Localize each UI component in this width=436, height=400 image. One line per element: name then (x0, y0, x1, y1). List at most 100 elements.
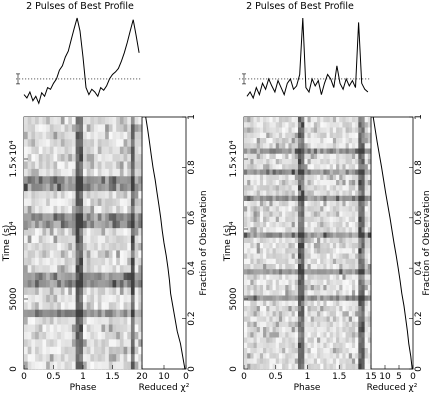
greyscale-cell (83, 309, 87, 318)
greyscale-cell (364, 269, 369, 275)
greyscale-cell (329, 185, 334, 191)
greyscale-cell (42, 124, 47, 133)
greyscale-cell (358, 153, 362, 160)
greyscale-cell (130, 317, 135, 325)
greyscale-cell (97, 354, 102, 362)
greyscale-cell (355, 248, 359, 254)
greyscale-cell (291, 285, 296, 291)
greyscale-cell (259, 195, 264, 202)
greyscale-cell (329, 358, 334, 365)
greyscale-cell (116, 346, 121, 355)
greyscale-cell (364, 295, 369, 302)
greyscale-cell (297, 174, 302, 181)
greyscale-cell (247, 248, 251, 254)
greyscale-cell (60, 265, 65, 273)
greyscale-cell (275, 195, 280, 202)
greyscale-cell (339, 127, 343, 134)
greyscale-cell (361, 216, 365, 223)
greyscale-cell (317, 358, 321, 365)
greyscale-cell (288, 269, 292, 275)
greyscale-cell (83, 213, 87, 222)
greyscale-cell (285, 258, 289, 265)
greyscale-cell (332, 174, 337, 181)
greyscale-cell (332, 216, 337, 223)
greyscale-cell (291, 185, 296, 191)
greyscale-cell (326, 148, 331, 155)
greyscale-cell (119, 124, 124, 133)
greyscale-cell (112, 198, 117, 207)
greyscale-cell (313, 138, 318, 144)
greyscale-cell (31, 198, 36, 207)
greyscale-cell (313, 159, 318, 165)
greyscale-cell (94, 280, 99, 288)
greyscale-cell (253, 227, 257, 233)
greyscale-cell (355, 258, 359, 265)
greyscale-cell (46, 235, 51, 244)
greyscale-cell (266, 285, 270, 291)
greyscale-cell (244, 180, 248, 186)
greyscale-cell (294, 127, 299, 134)
greyscale-cell (282, 300, 286, 307)
greyscale-cell (247, 358, 251, 365)
greyscale-cell (297, 190, 302, 197)
greyscale-cell (329, 353, 334, 359)
greyscale-cell (244, 321, 248, 328)
greyscale-cell (329, 332, 334, 338)
greyscale-cell (329, 253, 334, 260)
greyscale-cell (247, 164, 251, 170)
greyscale-cell (275, 153, 280, 160)
greyscale-cell (361, 300, 365, 307)
greyscale-cell (332, 201, 337, 207)
greyscale-cell (326, 258, 331, 265)
greyscale-cell (358, 279, 362, 286)
greyscale-cell (294, 143, 299, 149)
greyscale-cell (134, 235, 139, 244)
greyscale-cell (134, 280, 139, 288)
greyscale-cell (320, 211, 324, 218)
greyscale-cell (304, 237, 308, 244)
greyscale-cell (247, 190, 251, 197)
greyscale-cell (259, 180, 264, 186)
greyscale-cell (307, 138, 311, 144)
greyscale-cell (247, 232, 251, 239)
greyscale-cell (361, 138, 365, 144)
greyscale-cell (326, 211, 331, 218)
greyscale-cell (288, 332, 292, 338)
greyscale-cell (355, 132, 359, 139)
greyscale-cell (253, 138, 257, 144)
greyscale-cell (285, 117, 289, 123)
greyscale-cell (64, 309, 69, 318)
greyscale-cell (361, 253, 365, 260)
greyscale-cell (294, 327, 299, 333)
greyscale-cell (323, 274, 327, 281)
greyscale-cell (320, 237, 324, 244)
greyscale-cell (278, 264, 283, 270)
greyscale-cell (49, 294, 54, 303)
greyscale-cell (83, 198, 87, 207)
greyscale-cell (130, 339, 135, 348)
greyscale-cell (94, 235, 99, 244)
greyscale-cell (342, 327, 346, 333)
greyscale-cell (307, 269, 311, 275)
greyscale-cell (123, 243, 128, 251)
greyscale-cell (285, 353, 289, 359)
time-tick-label: 0 (229, 366, 239, 372)
greyscale-cell (351, 232, 356, 239)
greyscale-cell (269, 195, 273, 202)
greyscale-cell (345, 159, 350, 165)
greyscale-cell (71, 243, 76, 251)
greyscale-cell (53, 235, 58, 244)
greyscale-cell (301, 132, 305, 139)
greyscale-cell (345, 201, 350, 207)
greyscale-cell (116, 280, 121, 288)
greyscale-cell (358, 306, 362, 312)
greyscale-cell (326, 279, 331, 286)
greyscale-cell (348, 342, 353, 349)
greyscale-cell (253, 279, 257, 286)
greyscale-cell (27, 235, 32, 244)
greyscale-cell (278, 222, 283, 228)
greyscale-cell (317, 211, 321, 218)
greyscale-cell (90, 228, 95, 236)
greyscale-cell (304, 348, 308, 354)
greyscale-cell (31, 280, 36, 288)
